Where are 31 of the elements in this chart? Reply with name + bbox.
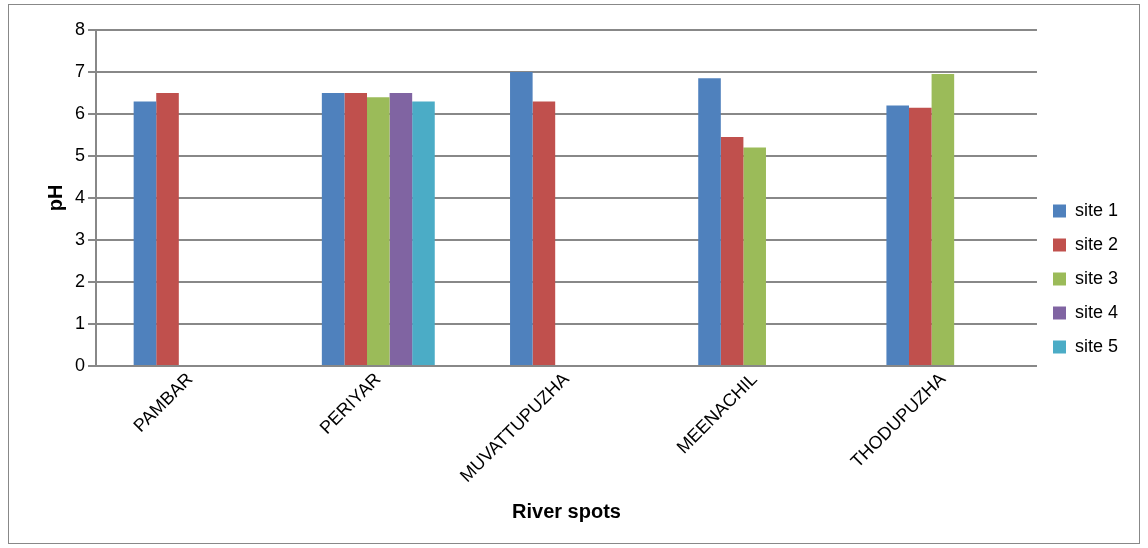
- y-tick-label: 8: [75, 18, 86, 39]
- x-axis-title: River spots: [512, 499, 621, 522]
- legend-label: site 1: [1074, 199, 1119, 220]
- bar: [720, 137, 744, 365]
- y-tick-label: 1: [75, 312, 86, 333]
- bar: [133, 101, 157, 365]
- bar: [344, 92, 368, 365]
- y-tick-label: 2: [75, 270, 86, 291]
- bar: [412, 101, 435, 365]
- y-tick-label: 5: [75, 144, 86, 165]
- bar: [367, 97, 390, 365]
- y-tick-label: 4: [75, 186, 86, 207]
- bar: [156, 92, 179, 365]
- bar: [321, 92, 345, 365]
- bar: [698, 78, 721, 365]
- legend-label: site 4: [1074, 301, 1119, 322]
- y-axis-title: pH: [43, 184, 66, 212]
- y-tick-label: 7: [75, 60, 86, 81]
- bar: [532, 101, 556, 365]
- legend-label: site 5: [1074, 335, 1119, 356]
- legend-label: site 3: [1074, 267, 1119, 288]
- y-tick-label: 0: [75, 354, 86, 375]
- legend-label: site 2: [1074, 233, 1119, 254]
- bar: [743, 147, 766, 365]
- bar: [909, 107, 932, 365]
- bar: [886, 105, 910, 365]
- y-tick-label: 3: [75, 228, 86, 249]
- y-tick-label: 6: [75, 102, 86, 123]
- bar: [510, 72, 533, 365]
- bar: [931, 74, 955, 365]
- bar: [389, 92, 413, 365]
